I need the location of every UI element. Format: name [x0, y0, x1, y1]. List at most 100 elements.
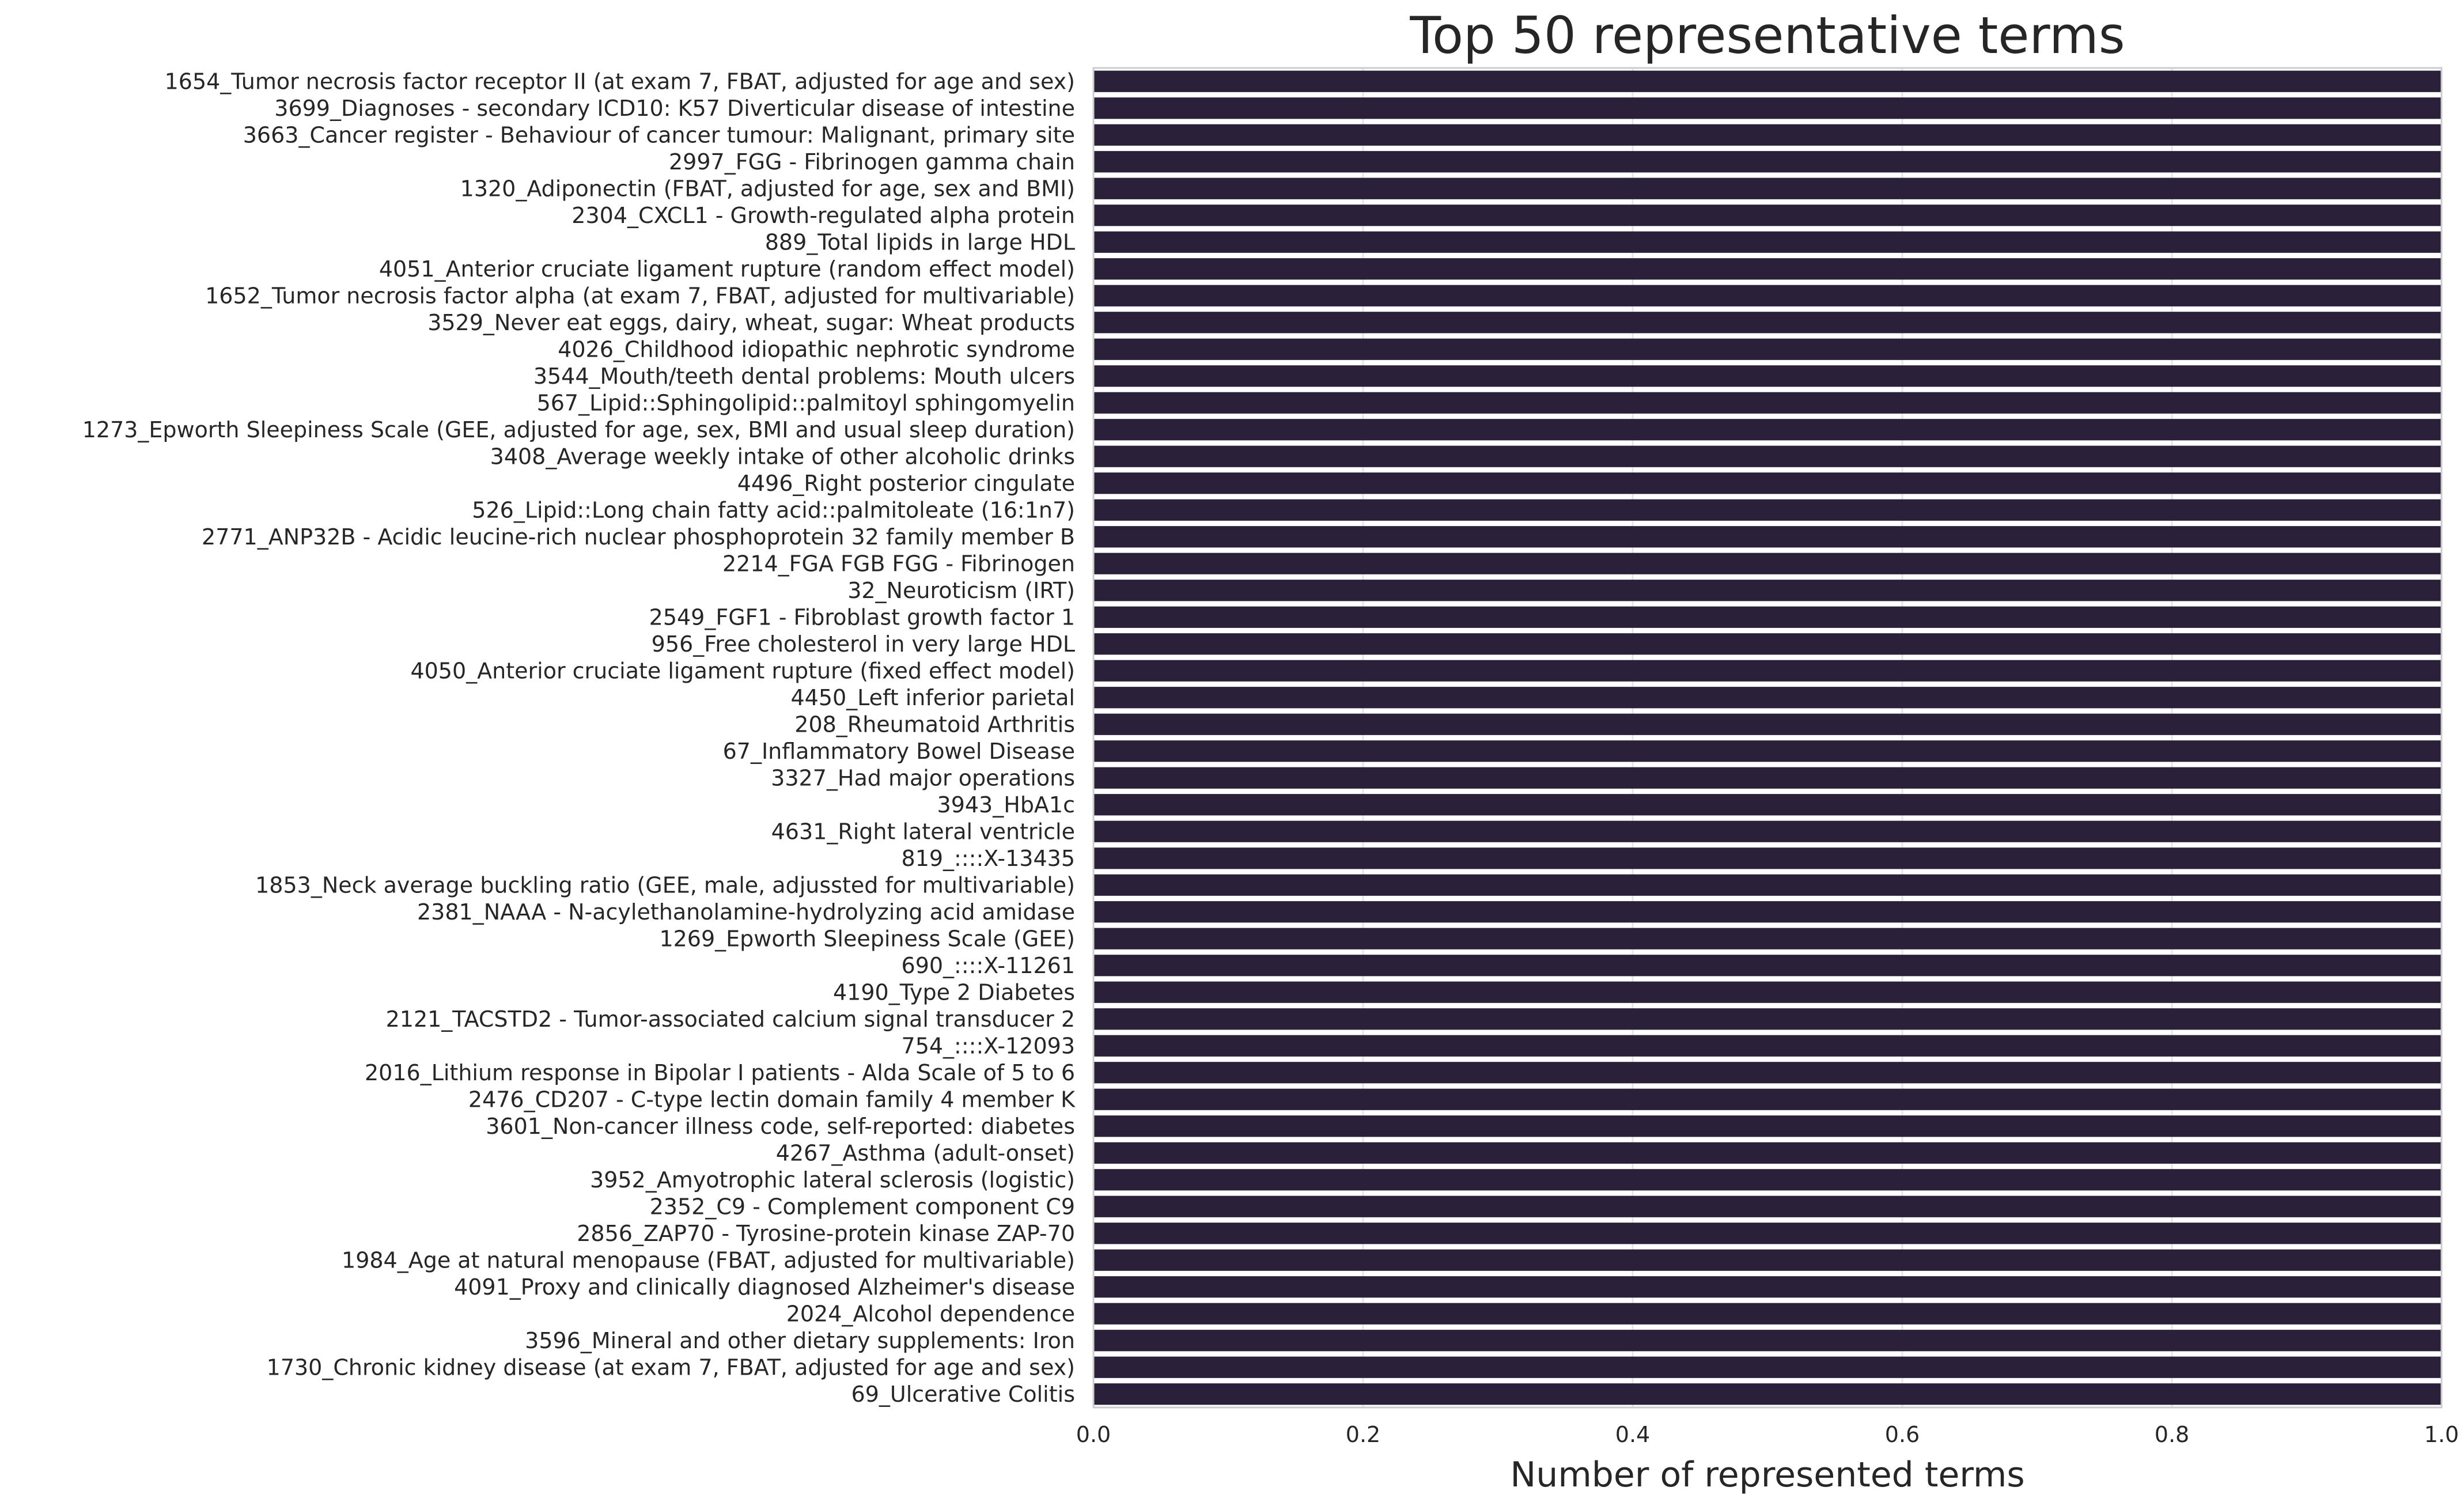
bar	[1093, 312, 2442, 334]
category-label: 3544_Mouth/teeth dental problems: Mouth …	[533, 364, 1075, 389]
bar	[1093, 928, 2442, 949]
bar	[1093, 687, 2442, 709]
category-label: 2549_FGF1 - Fibroblast growth factor 1	[649, 604, 1075, 630]
x-tick-label: 0.6	[1885, 1422, 1920, 1447]
bar	[1093, 740, 2442, 762]
bar	[1093, 1330, 2442, 1352]
bar	[1093, 1062, 2442, 1084]
bar	[1093, 874, 2442, 896]
bar	[1093, 1115, 2442, 1137]
bar	[1093, 1383, 2442, 1405]
bar	[1093, 794, 2442, 816]
bar	[1093, 419, 2442, 441]
category-label: 32_Neuroticism (IRT)	[847, 578, 1075, 603]
category-label: 3529_Never eat eggs, dairy, wheat, sugar…	[427, 310, 1075, 335]
x-tick-label: 0.4	[1615, 1422, 1650, 1447]
category-label: 1269_Epworth Sleepiness Scale (GEE)	[659, 926, 1075, 951]
bar	[1093, 445, 2442, 467]
bar	[1093, 526, 2442, 548]
bar	[1093, 1169, 2442, 1191]
bar	[1093, 231, 2442, 253]
bar	[1093, 392, 2442, 414]
bar	[1093, 1303, 2442, 1325]
bar	[1093, 1008, 2442, 1030]
category-label: 690_::::X-11261	[902, 953, 1075, 978]
bar	[1093, 1249, 2442, 1271]
category-label: 3699_Diagnoses - secondary ICD10: K57 Di…	[274, 96, 1075, 121]
x-tick-label: 0.2	[1346, 1422, 1380, 1447]
category-label: 4496_Right posterior cingulate	[737, 471, 1075, 496]
bar	[1093, 499, 2442, 521]
bar	[1093, 1276, 2442, 1298]
category-label: 2304_CXCL1 - Growth-regulated alpha prot…	[571, 203, 1075, 228]
x-tick-label: 0.0	[1076, 1422, 1111, 1447]
category-label: 3596_Mineral and other dietary supplemen…	[525, 1328, 1075, 1353]
bar	[1093, 1142, 2442, 1164]
x-tick-label: 1.0	[2424, 1422, 2459, 1447]
category-label: 2352_C9 - Complement component C9	[650, 1194, 1075, 1219]
category-label: 956_Free cholesterol in very large HDL	[652, 631, 1075, 657]
plot-frame	[1092, 67, 2443, 1409]
bar	[1093, 285, 2442, 307]
x-tick-labels: 0.0 0.2 0.4 0.6 0.8 1.0	[1076, 1422, 2459, 1447]
category-label: 4091_Proxy and clinically diagnosed Alzh…	[454, 1274, 1075, 1300]
category-label: 67_Inflammatory Bowel Disease	[723, 739, 1075, 764]
bar	[1093, 955, 2442, 977]
category-label: 3943_HbA1c	[937, 792, 1075, 818]
category-label: 3327_Had major operations	[771, 765, 1075, 790]
bar	[1093, 553, 2442, 574]
category-label: 754_::::X-12093	[902, 1033, 1075, 1058]
bar	[1093, 1088, 2442, 1110]
x-axis-label: Number of represented terms	[1510, 1455, 2024, 1495]
category-label: 1730_Chronic kidney disease (at exam 7, …	[267, 1354, 1075, 1380]
category-label: 208_Rheumatoid Arthritis	[794, 712, 1075, 737]
category-label: 4051_Anterior cruciate ligament rupture …	[379, 256, 1075, 282]
category-label: 4050_Anterior cruciate ligament rupture …	[410, 658, 1075, 683]
category-label: 3408_Average weekly intake of other alco…	[490, 444, 1075, 469]
category-label: 1273_Epworth Sleepiness Scale (GEE, adju…	[82, 417, 1075, 442]
category-labels: 1654_Tumor necrosis factor receptor II (…	[82, 69, 1076, 1407]
bar	[1093, 606, 2442, 628]
category-label: 2214_FGA FGB FGG - Fibrinogen	[722, 551, 1075, 576]
category-label: 2856_ZAP70 - Tyrosine-protein kinase ZAP…	[577, 1221, 1075, 1246]
category-label: 2024_Alcohol dependence	[786, 1301, 1075, 1326]
bar	[1093, 124, 2442, 146]
category-label: 2016_Lithium response in Bipolar I patie…	[365, 1060, 1075, 1085]
bar	[1093, 1223, 2442, 1244]
category-label: 3601_Non-cancer illness code, self-repor…	[486, 1114, 1075, 1139]
category-label: 1652_Tumor necrosis factor alpha (at exa…	[205, 283, 1075, 308]
category-label: 2381_NAAA - N-acylethanolamine-hydrolyzi…	[417, 899, 1075, 925]
category-label: 4026_Childhood idiopathic nephrotic synd…	[558, 336, 1075, 362]
bar	[1093, 365, 2442, 387]
category-label: 889_Total lipids in large HDL	[765, 229, 1075, 255]
category-label: 567_Lipid::Sphingolipid::palmitoyl sphin…	[537, 390, 1075, 415]
category-label: 69_Ulcerative Colitis	[851, 1382, 1075, 1407]
category-label: 2771_ANP32B - Acidic leucine-rich nuclea…	[202, 524, 1075, 550]
category-label: 4450_Left inferior parietal	[790, 685, 1075, 710]
bar	[1093, 70, 2442, 92]
bar	[1093, 151, 2442, 173]
bar	[1093, 713, 2442, 735]
category-label: 1984_Age at natural menopause (FBAT, adj…	[342, 1247, 1075, 1273]
category-label: 1320_Adiponectin (FBAT, adjusted for age…	[460, 176, 1075, 201]
bar	[1093, 820, 2442, 842]
category-label: 2121_TACSTD2 - Tumor-associated calcium …	[386, 1006, 1075, 1032]
category-label: 3952_Amyotrophic lateral sclerosis (logi…	[590, 1167, 1075, 1193]
bar	[1093, 1035, 2442, 1057]
bar	[1093, 1195, 2442, 1217]
bar	[1093, 981, 2442, 1003]
category-label: 2997_FGG - Fibrinogen gamma chain	[669, 149, 1075, 175]
chart-title: Top 50 representative terms	[1409, 6, 2125, 65]
bar	[1093, 1356, 2442, 1378]
bar	[1093, 472, 2442, 494]
category-label: 2476_CD207 - C-type lectin domain family…	[468, 1087, 1076, 1112]
bar	[1093, 580, 2442, 601]
bar	[1093, 660, 2442, 682]
bar	[1093, 633, 2442, 655]
bar	[1093, 767, 2442, 789]
bar	[1093, 97, 2442, 119]
bar	[1093, 205, 2442, 226]
category-label: 1654_Tumor necrosis factor receptor II (…	[165, 69, 1075, 94]
category-label: 3663_Cancer register - Behaviour of canc…	[243, 122, 1075, 147]
